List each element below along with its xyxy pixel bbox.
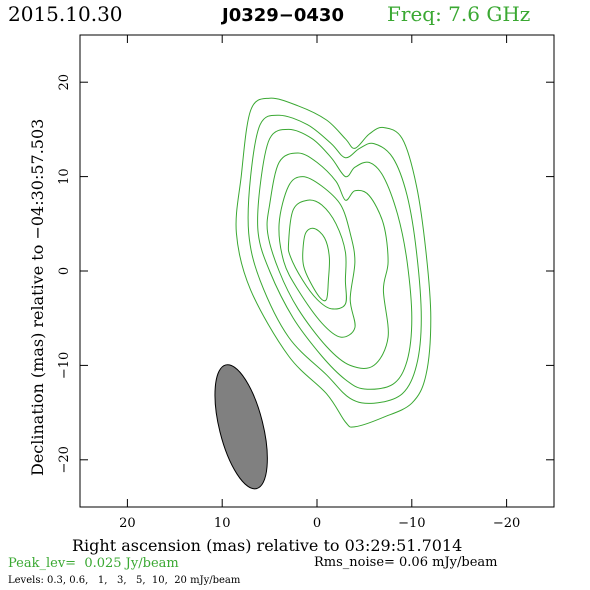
x-tick-label: 10 (214, 516, 231, 531)
contour-level-4 (278, 176, 356, 338)
axis-tick-labels: 20 10 0 −10 −20 20 10 0 −10 −20 (57, 74, 520, 531)
contour-level-5 (287, 199, 347, 310)
contour-level-1 (247, 114, 422, 404)
plot-frame (79, 34, 555, 508)
observation-date: 2015.10.30 (8, 2, 123, 26)
beam-ellipse (214, 364, 268, 490)
contour-level-3 (266, 152, 389, 369)
beam-group (214, 364, 268, 490)
contour-level-2 (257, 128, 413, 390)
x-tick-label: −10 (398, 516, 425, 531)
y-tick-label: 10 (57, 168, 72, 185)
x-tick-label: 0 (313, 516, 321, 531)
y-tick-label: 20 (57, 74, 72, 91)
y-tick-label: −20 (57, 446, 72, 473)
axis-ticks (80, 35, 554, 507)
x-tick-label: 20 (119, 516, 136, 531)
contour-level-0 (235, 97, 432, 428)
peak-level-label: Peak_lev= 0.025 Jy/beam (8, 556, 179, 571)
x-axis-label: Right ascension (mas) relative to 03:29:… (72, 536, 462, 555)
y-tick-label: −10 (57, 352, 72, 379)
contour-group (235, 97, 432, 428)
source-name: J0329−0430 (220, 5, 344, 26)
y-tick-label: 0 (57, 267, 72, 275)
levels-label: Levels: 0.3, 0.6, 1, 3, 5, 10, 20 mJy/be… (8, 575, 241, 586)
contour-level-6 (302, 227, 331, 302)
frequency-label: Freq: 7.6 GHz (387, 2, 530, 26)
x-tick-label: −20 (493, 516, 520, 531)
y-axis-label: Declination (mas) relative to −04:30:57.… (28, 119, 47, 476)
rms-noise-label: Rms_noise= 0.06 mJy/beam (314, 555, 497, 570)
